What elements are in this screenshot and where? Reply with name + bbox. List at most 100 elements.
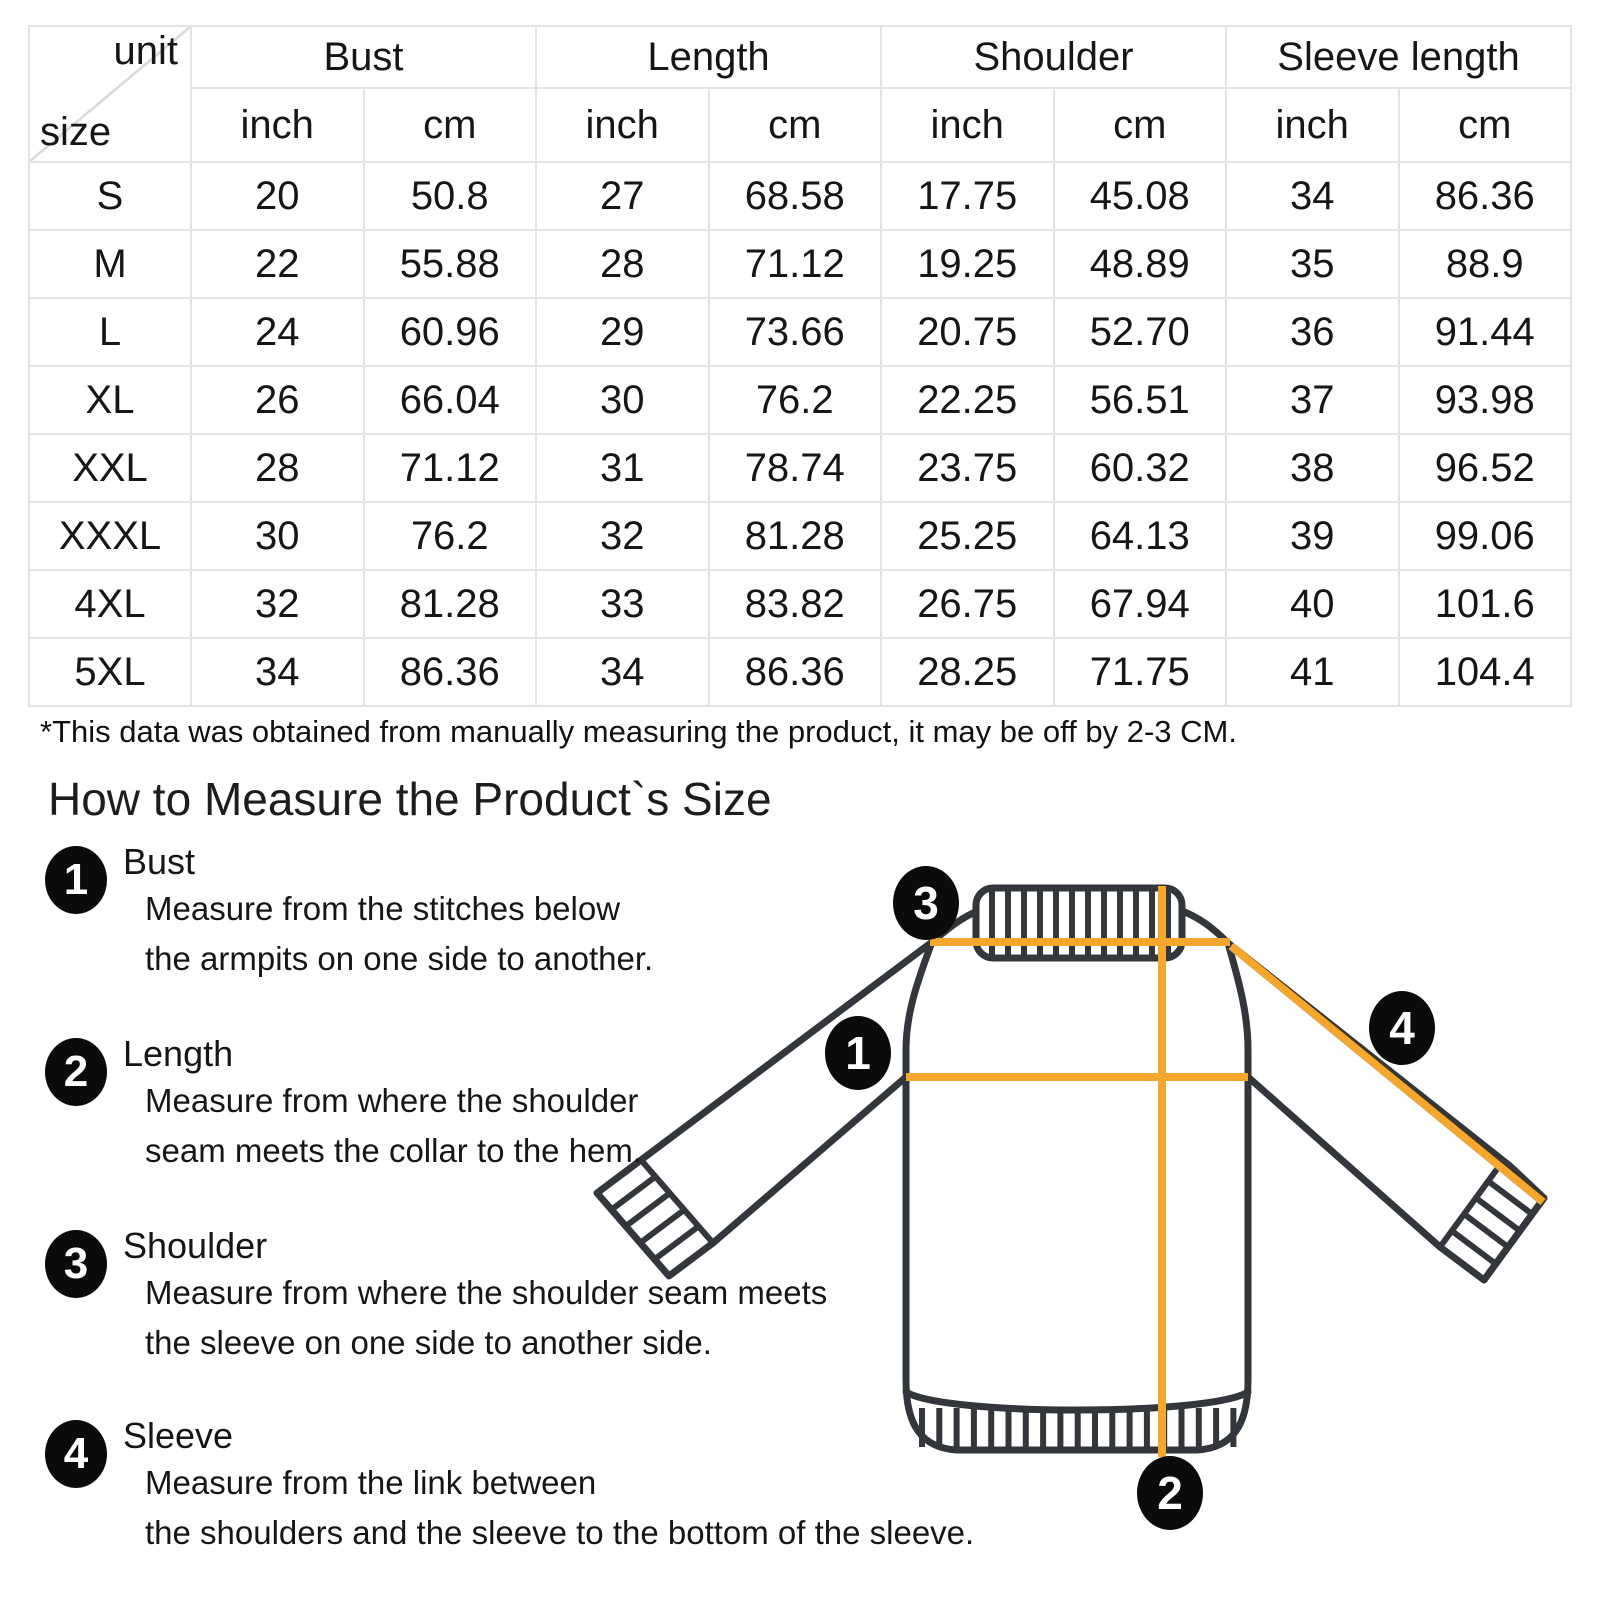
measurement-cell: 20.75 [880,297,1055,367]
measurement-cell: 27 [535,161,710,231]
table-row: L 24 60.96 29 73.66 20.75 52.70 36 91.44 [28,297,1572,367]
unit-header: cm [1397,87,1572,163]
measurement-cell: 40 [1225,569,1400,639]
table-row: 5XL 34 86.36 34 86.36 28.25 71.75 41 104.4 [28,637,1572,707]
measurement-cell: 25.25 [880,501,1055,571]
size-label: L [28,297,192,367]
unit-header: inch [880,87,1055,163]
measurement-cell: 30 [190,501,365,571]
measurement-cell: 28.25 [880,637,1055,707]
step-1-title: Bust [123,841,196,882]
unit-header: cm [362,87,537,163]
unit-header: inch [190,87,365,163]
size-label: XXXL [28,501,192,571]
step-1-text: Measure from the stitches below the armp… [145,890,654,977]
measurement-cell: 73.66 [707,297,882,367]
instruction-shoulder: 3 Shoulder Measure from where the should… [45,1226,827,1368]
measure-line-sleeve [1228,942,1546,1206]
measurement-cell: 45.08 [1052,161,1227,231]
sweater-measurement-diagram: 1 2 3 4 [593,866,1548,1530]
measurement-cell: 26.75 [880,569,1055,639]
table-row: 4XL 32 81.28 33 83.82 26.75 67.94 40 101.6 [28,569,1572,639]
measurement-cell: 81.28 [362,569,537,639]
measurement-cell: 50.8 [362,161,537,231]
measurement-cell: 71.75 [1052,637,1227,707]
step-1-badge: 1 [45,846,107,914]
corner-cell: unit size [28,25,192,163]
size-table: unit size Bust Length Shoulder Sleeve le… [28,25,1572,707]
corner-size-label: size [40,110,112,154]
table-row: XL 26 66.04 30 76.2 22.25 56.51 37 93.98 [28,365,1572,435]
hem-ribs [919,1408,1237,1447]
measurement-cell: 96.52 [1397,433,1572,503]
measurement-cell: 48.89 [1052,229,1227,299]
measurement-cell: 67.94 [1052,569,1227,639]
table-row: XXL 28 71.12 31 78.74 23.75 60.32 38 96.52 [28,433,1572,503]
measurement-cell: 28 [535,229,710,299]
measurement-cell: 30 [535,365,710,435]
measurement-cell: 83.82 [707,569,882,639]
measurement-cell: 64.13 [1052,501,1227,571]
measurement-cell: 34 [535,637,710,707]
measurement-cell: 78.74 [707,433,882,503]
measurement-cell: 71.12 [707,229,882,299]
howto-heading: How to Measure the Product`s Size [48,773,772,825]
instruction-sleeve: 4 Sleeve Measure from the link between t… [45,1416,974,1558]
measurement-cell: 29 [535,297,710,367]
measurement-cell: 56.51 [1052,365,1227,435]
measurement-cell: 22 [190,229,365,299]
measurement-cell: 22.25 [880,365,1055,435]
table-row: S 20 50.8 27 68.58 17.75 45.08 34 86.36 [28,161,1572,231]
svg-text:3: 3 [913,877,939,929]
table-header-row-groups: unit size Bust Length Shoulder Sleeve le… [28,25,1572,163]
step-4-badge: 4 [45,1420,107,1488]
measurement-cell: 86.36 [362,637,537,707]
table-row: M 22 55.88 28 71.12 19.25 48.89 35 88.9 [28,229,1572,299]
measurement-cell: 34 [190,637,365,707]
measurement-cell: 32 [535,501,710,571]
table-header-row-units: inch cm inch cm inch cm inch cm [29,87,1572,163]
unit-header: inch [535,87,710,163]
measurement-cell: 32 [190,569,365,639]
unit-header: cm [1052,87,1227,163]
measurement-cell: 101.6 [1397,569,1572,639]
col-group-sleeve-length: Sleeve length [1225,25,1572,89]
marker-bust: 1 [825,1016,891,1090]
measurement-cell: 81.28 [707,501,882,571]
step-4-title: Sleeve [123,1415,234,1456]
size-label: 5XL [28,637,192,707]
measurement-cell: 104.4 [1397,637,1572,707]
step-4-text: Measure from the link between the should… [145,1464,975,1551]
measurement-cell: 36 [1225,297,1400,367]
measurement-cell: 93.98 [1397,365,1572,435]
measurement-cell: 71.12 [362,433,537,503]
measurement-cell: 41 [1225,637,1400,707]
measurement-note: *This data was obtained from manually me… [40,714,1237,749]
measurement-cell: 24 [190,297,365,367]
measurement-cell: 23.75 [880,433,1055,503]
svg-text:2: 2 [1157,1467,1183,1519]
measurement-cell: 86.36 [1397,161,1572,231]
measurement-cell: 99.06 [1397,501,1572,571]
measurement-cell: 17.75 [880,161,1055,231]
measurement-cell: 86.36 [707,637,882,707]
size-label: S [28,161,192,231]
measurement-cell: 28 [190,433,365,503]
step-2-text: Measure from where the shoulder seam mee… [145,1082,643,1169]
measurement-cell: 31 [535,433,710,503]
measurement-cell: 33 [535,569,710,639]
size-label: M [28,229,192,299]
corner-unit-label: unit [113,29,179,73]
instruction-bust: 1 Bust Measure from the stitches below t… [45,842,653,984]
marker-shoulder: 3 [893,866,959,940]
svg-text:1: 1 [845,1027,871,1079]
step-3-badge: 3 [45,1230,107,1298]
measurement-cell: 34 [1225,161,1400,231]
size-label: XXL [28,433,192,503]
unit-header: cm [707,87,882,163]
step-2-badge: 2 [45,1038,107,1106]
measurement-cell: 88.9 [1397,229,1572,299]
measurement-cell: 26 [190,365,365,435]
marker-length: 2 [1137,1456,1203,1530]
